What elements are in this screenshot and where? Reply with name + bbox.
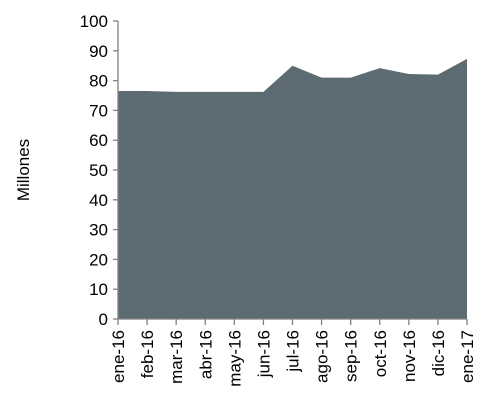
x-tick-label: sep-16 [342,330,361,382]
area-series-0 [118,58,467,319]
x-tick-label: dic-16 [429,330,448,376]
y-tick-label: 80 [89,72,108,91]
y-tick-label: 10 [89,280,108,299]
y-tick-label: 60 [89,131,108,150]
y-tick-label: 50 [89,161,108,180]
y-tick-label: 90 [89,42,108,61]
y-tick-label: 40 [89,191,108,210]
y-tick-label: 0 [99,310,108,329]
y-tick-label: 70 [89,101,108,120]
x-tick-label: may-16 [225,330,244,387]
x-tick-label: ene-16 [109,330,128,383]
x-tick-label: nov-16 [400,330,419,382]
y-tick-label: 20 [89,250,108,269]
x-tick-label: jun-16 [254,330,273,378]
plot-area [118,58,467,319]
y-axis-title: Millones [14,139,33,201]
x-axis: ene-16 feb-16 mar-16 abr-16 may-16 jun-16 jul-… [109,318,477,387]
x-tick-label: jul-16 [284,330,303,373]
x-tick-label: ene-17 [458,330,477,383]
y-axis: 0 10 20 30 40 50 60 70 80 90 100 [80,12,119,329]
y-tick-label: 100 [80,12,108,31]
x-tick-label: abr-16 [196,330,215,379]
x-tick-label: mar-16 [167,330,186,384]
x-tick-label: feb-16 [138,330,157,378]
y-tick-label: 30 [89,221,108,240]
x-tick-label: ago-16 [313,330,332,383]
x-tick-label: oct-16 [371,330,390,377]
